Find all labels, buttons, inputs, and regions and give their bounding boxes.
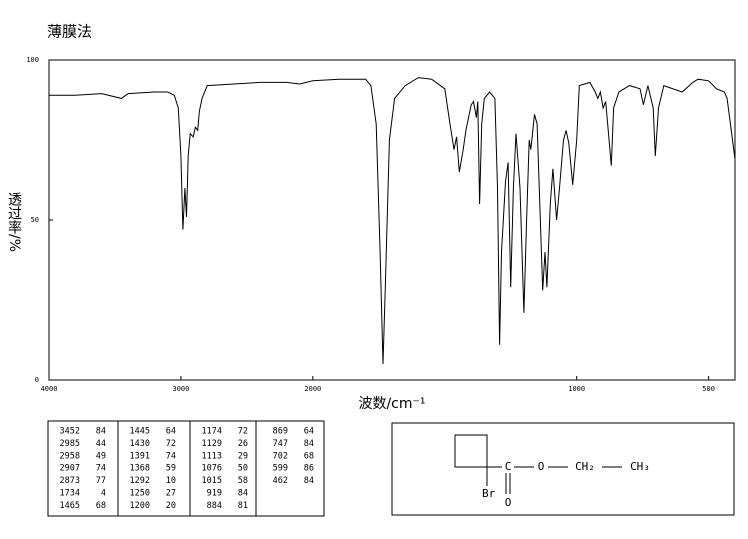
x-tick-label: 2000 <box>304 385 321 393</box>
table-transmittance: 72 <box>166 439 176 449</box>
table-wavenumber: 2985 <box>60 439 80 449</box>
y-tick-label: 100 <box>26 56 39 64</box>
x-axis-label: 波数/cm⁻¹ <box>358 396 425 412</box>
atom: CH₃ <box>630 460 650 473</box>
atom: O <box>505 496 512 509</box>
table-transmittance: 68 <box>96 501 106 511</box>
table-wavenumber: 599 <box>273 464 288 474</box>
table-wavenumber: 3452 <box>60 427 80 437</box>
table-transmittance: 26 <box>238 439 248 449</box>
table-wavenumber: 702 <box>273 451 288 461</box>
table-wavenumber: 1292 <box>130 476 150 486</box>
table-transmittance: 49 <box>96 451 106 461</box>
structure <box>391 422 735 516</box>
x-tick-label: 4000 <box>41 385 58 393</box>
y-tick-label: 50 <box>31 216 39 224</box>
table-transmittance: 81 <box>238 501 248 511</box>
table-wavenumber: 1465 <box>60 501 80 511</box>
table-wavenumber: 2907 <box>60 464 80 474</box>
table-wavenumber: 1076 <box>202 464 222 474</box>
table-wavenumber: 1200 <box>130 501 150 511</box>
table-transmittance: 20 <box>166 501 176 511</box>
table-transmittance: 64 <box>304 427 314 437</box>
ring <box>454 434 488 468</box>
x-tick-label: 3000 <box>172 385 189 393</box>
chart-title: 薄膜法 <box>47 23 92 41</box>
table-transmittance: 74 <box>166 451 176 461</box>
table-wavenumber: 884 <box>207 501 222 511</box>
table-transmittance: 72 <box>238 427 248 437</box>
y-axis-label: 透过率/% <box>6 192 22 252</box>
table-wavenumber: 1015 <box>202 476 222 486</box>
table-frame <box>47 420 325 517</box>
table-transmittance: 68 <box>304 451 314 461</box>
table-transmittance: 74 <box>96 464 106 474</box>
table-transmittance: 4 <box>101 489 106 499</box>
atom: CH₂ <box>575 460 595 473</box>
table-wavenumber: 1368 <box>130 464 150 474</box>
table-transmittance: 84 <box>304 439 314 449</box>
atom: O <box>538 460 545 473</box>
table-wavenumber: 1391 <box>130 451 150 461</box>
table-transmittance: 84 <box>304 476 314 486</box>
plot-frame <box>48 59 736 381</box>
table-transmittance: 84 <box>96 427 106 437</box>
table-transmittance: 50 <box>238 464 248 474</box>
structure-frame <box>391 422 735 516</box>
table-transmittance: 27 <box>166 489 176 499</box>
table-wavenumber: 2958 <box>60 451 80 461</box>
table-transmittance: 58 <box>238 476 248 486</box>
table-transmittance: 59 <box>166 464 176 474</box>
y-tick-label: 0 <box>35 376 39 384</box>
table-wavenumber: 1445 <box>130 427 150 437</box>
table-transmittance: 44 <box>96 439 106 449</box>
table-transmittance: 86 <box>304 464 314 474</box>
atom: C <box>505 460 512 473</box>
table-transmittance: 29 <box>238 451 248 461</box>
table-wavenumber: 919 <box>207 489 222 499</box>
table-wavenumber: 462 <box>273 476 288 486</box>
spectrum-line <box>49 77 736 365</box>
table-wavenumber: 1174 <box>202 427 222 437</box>
table-wavenumber: 747 <box>273 439 288 449</box>
table-wavenumber: 1113 <box>202 451 222 461</box>
x-tick-label: 500 <box>702 385 715 393</box>
table-wavenumber: 1129 <box>202 439 222 449</box>
table-wavenumber: 1250 <box>130 489 150 499</box>
table-transmittance: 84 <box>238 489 248 499</box>
table-transmittance: 64 <box>166 427 176 437</box>
x-tick-label: 1000 <box>568 385 585 393</box>
table-transmittance: 10 <box>166 476 176 486</box>
table-wavenumber: 1430 <box>130 439 150 449</box>
table-wavenumber: 2873 <box>60 476 80 486</box>
table-transmittance: 77 <box>96 476 106 486</box>
table-wavenumber: 1734 <box>60 489 80 499</box>
table-wavenumber: 869 <box>273 427 288 437</box>
atom: Br <box>482 487 496 500</box>
